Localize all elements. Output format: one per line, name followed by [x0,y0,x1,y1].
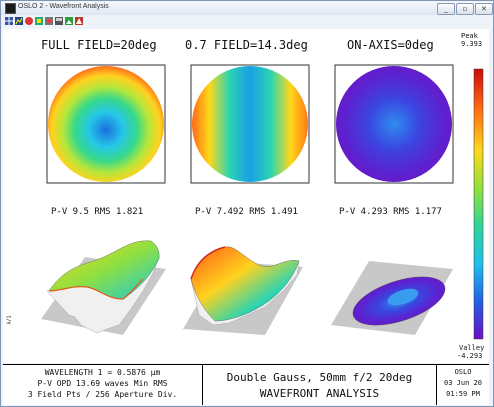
stat-0-7-field: P-V 7.492 RMS 1.491 [195,207,298,217]
wavefront-surface-on-axis [352,276,446,326]
valley-value: -4.293 [457,352,483,360]
time-text: 01:59 PM [446,390,480,398]
window-title: OSLO 2 - Wavefront Analysis [18,3,109,10]
wavefront-surface-full-field [46,240,160,334]
title-bar[interactable]: OSLO 2 - Wavefront Analysis _ ▫ ✕ [1,1,493,15]
footer-stamp: OSLO 03 Jun 20 01:59 PM [437,365,489,405]
valley-label: Valley [459,344,485,352]
maximize-button[interactable]: ▫ [456,3,474,15]
app-icon [5,3,16,14]
footer-panel: WAVELENGTH 1 = 0.5876 µm P-V OPD 13.69 w… [3,364,489,405]
shape-icon[interactable] [75,17,83,25]
minimize-button[interactable]: _ [437,3,455,15]
peak-label: Peak [461,32,478,40]
wavefront-map-on-axis [336,66,452,182]
lens-description: Double Gauss, 50mm f/2 20deg [226,371,413,384]
layers-icon[interactable] [55,17,63,25]
stat-full-field: P-V 9.5 RMS 1.821 [51,207,144,217]
grid-icon[interactable] [5,17,13,25]
colorbar [473,68,484,340]
wavefront-map-full-field [48,66,164,182]
footer-description: Double Gauss, 50mm f/2 20deg WAVEFRONT A… [203,365,437,405]
fields-text: 3 Field Pts / 256 Aperture Div. [27,390,178,399]
stat-on-axis: P-V 4.293 RMS 1.177 [339,207,442,217]
toolbar [1,15,493,28]
wavelength-text: WAVELENGTH 1 = 0.5876 µm [44,368,161,377]
app-name: OSLO [454,368,472,376]
date-text: 03 Jun 20 [444,379,482,387]
palette-icon[interactable] [35,17,43,25]
close-button[interactable]: ✕ [475,3,493,15]
footer-params: WAVELENGTH 1 = 0.5876 µm P-V OPD 13.69 w… [3,365,203,405]
color-icon[interactable] [25,17,33,25]
map-title-0-7-field: 0.7 FIELD=14.3deg [185,38,308,52]
plot-area: FULL FIELD=20deg 0.7 FIELD=14.3deg ON-AX… [3,29,489,363]
map-title-on-axis: ON-AXIS=0deg [347,38,434,52]
image-icon[interactable] [65,17,73,25]
analysis-title: WAVEFRONT ANALYSIS [259,387,380,400]
opd-text: P-V OPD 13.69 waves Min RMS [37,379,168,388]
map-title-full-field: FULL FIELD=20deg [41,38,157,52]
plot-graphics [41,64,484,340]
peak-value: 9.393 [461,40,483,48]
scale-marker: λ/1 [6,315,13,325]
record-icon[interactable] [45,17,53,25]
graph-icon[interactable] [15,17,23,25]
wavefront-map-0-7-field [192,66,308,182]
wavefront-surface-0-7-field [190,246,300,326]
